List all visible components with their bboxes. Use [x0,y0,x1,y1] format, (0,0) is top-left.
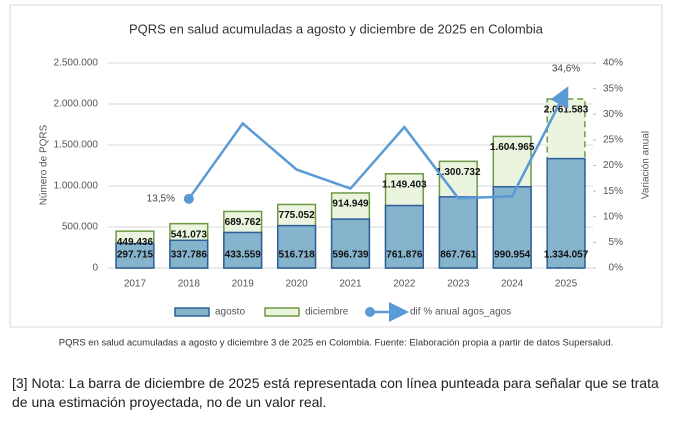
y-tick-label: 1.000.000 [54,181,99,192]
x-tick-label: 2022 [393,279,416,290]
legend-swatch [174,307,210,317]
y2-tick-label: 5% [609,237,624,248]
y2-tick-label: 35% [603,83,623,94]
x-tick-label: 2021 [339,279,362,290]
bar [546,157,586,269]
y-tick-label: 1.500.000 [54,140,99,151]
x-tick-label: 2020 [285,279,308,290]
x-tick-label: 2019 [232,279,255,290]
y-tick-label: 500.000 [62,222,99,233]
x-tick-label: 2024 [501,279,524,290]
y-tick-label: 2.500.000 [54,58,99,69]
data-label: 433.559 [225,250,262,261]
bar [115,242,155,269]
data-label: 516.718 [279,250,316,261]
data-label: 2.061.583 [544,105,589,116]
bar [384,204,424,269]
line-label: 13,5% [147,193,175,204]
data-label: 541.073 [171,229,208,240]
legend-label: dif % anual agos_agos [410,307,511,318]
bar [330,218,371,269]
legend-label: agosto [215,307,245,318]
data-label: 449.436 [117,237,154,248]
bar [277,224,317,269]
legend-swatch [365,307,375,317]
data-label: 689.762 [225,217,262,228]
y2-tick-label: 40% [603,58,623,69]
data-label: 914.949 [332,199,369,210]
line [187,86,569,200]
data-label: 775.052 [279,210,316,221]
data-label: 1.604.965 [490,142,535,153]
bar [438,196,478,269]
data-label: 596.739 [332,250,369,261]
x-tick-label: 2018 [178,279,201,290]
y2-tick-label: 20% [603,160,623,171]
y2-tick-label: 0% [609,263,624,274]
bar [492,185,532,269]
x-tick-label: 2025 [555,279,578,290]
legend-label: diciembre [305,307,349,318]
chart-title: PQRS en salud acumuladas a agosto y dici… [129,21,544,36]
data-label: 1.334.057 [544,250,589,261]
data-label: 297.715 [117,250,154,261]
y2-tick-label: 30% [603,109,623,120]
line-label: 34,6% [552,63,580,74]
data-label: 761.876 [386,250,423,261]
y2-tick-label: 15% [603,186,623,197]
x-tick-label: 2023 [447,279,470,290]
y2-tick-label: 25% [603,135,623,146]
y2-axis-label: Variación anual [641,131,652,199]
data-label: 867.761 [440,250,477,261]
bar [223,231,263,269]
bar [169,239,209,269]
chart: PQRS en salud acumuladas a agosto y dici… [9,4,663,349]
data-label: 337.786 [171,250,208,261]
line-marker [183,193,194,204]
y2-tick-label: 10% [603,211,623,222]
caption: PQRS en salud acumuladas a agosto y dici… [59,338,614,349]
data-label: 1.149.403 [382,179,427,190]
y-axis-label: Número de PQRS [39,124,50,205]
y-tick-label: 2.000.000 [54,99,99,110]
data-label: 990.954 [494,250,531,261]
data-label: 1.300.732 [436,167,481,178]
note: [3] Nota: La barra de diciembre de 2025 … [12,375,659,410]
x-tick-label: 2017 [124,279,147,290]
legend-swatch [264,307,300,317]
y-tick-label: 0 [92,263,98,274]
